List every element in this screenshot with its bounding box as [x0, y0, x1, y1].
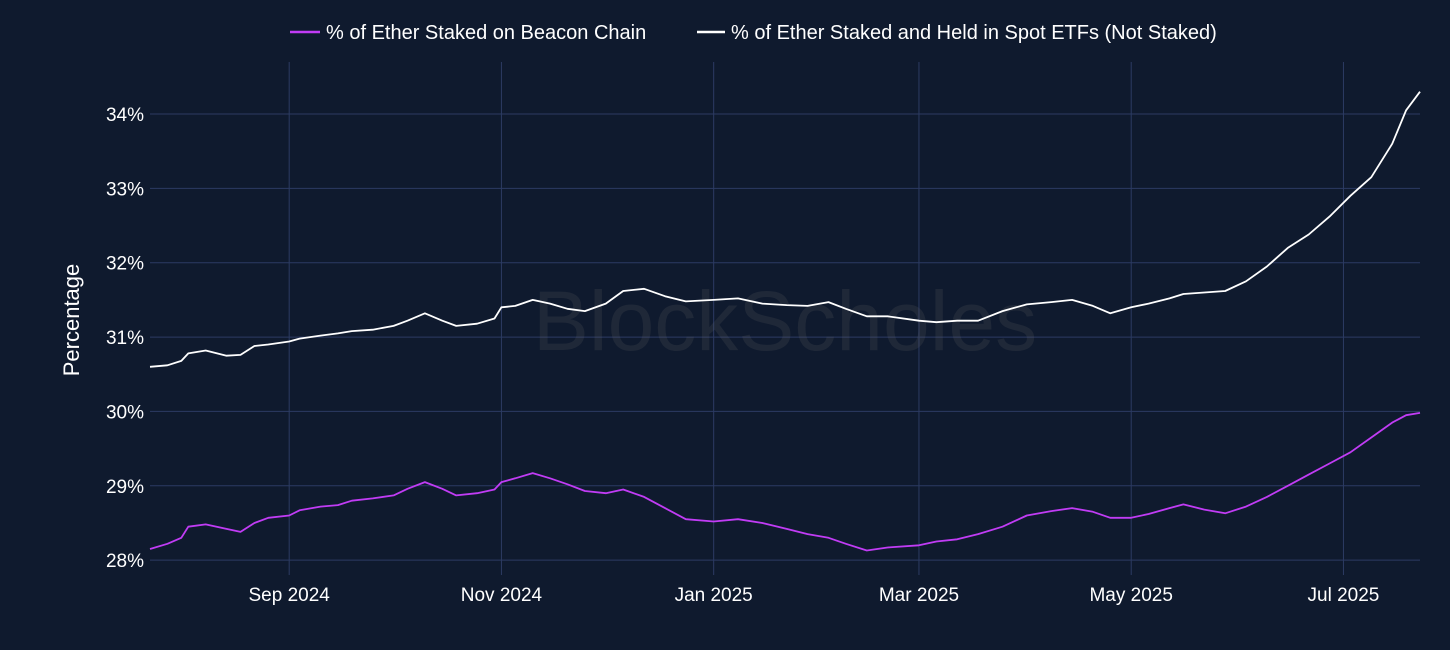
y-tick-label: 29% [106, 477, 144, 498]
chart-legend[interactable]: % of Ether Staked on Beacon Chain % of E… [290, 22, 1217, 44]
x-tick-label: May 2025 [1089, 585, 1172, 606]
y-tick-label: 34% [106, 105, 144, 126]
y-tick-label: 31% [106, 328, 144, 349]
y-axis: 28% 29% 30% 31% 32% 33% 34% [106, 105, 144, 572]
x-tick-label: Jul 2025 [1308, 585, 1380, 606]
y-tick-label: 28% [106, 551, 144, 572]
grid [150, 62, 1420, 575]
y-tick-label: 33% [106, 179, 144, 200]
y-tick-label: 32% [106, 254, 144, 275]
x-tick-label: Sep 2024 [248, 585, 330, 606]
legend-label-staked-and-etf[interactable]: % of Ether Staked and Held in Spot ETFs … [731, 22, 1217, 44]
legend-label-beacon-chain[interactable]: % of Ether Staked on Beacon Chain [326, 22, 646, 44]
y-tick-label: 30% [106, 402, 144, 423]
series-line-beacon-chain[interactable] [149, 412, 1421, 552]
x-tick-label: Jan 2025 [675, 585, 753, 606]
x-tick-label: Mar 2025 [879, 585, 959, 606]
x-axis: Sep 2024 Nov 2024 Jan 2025 Mar 2025 May 2025… [248, 585, 1379, 606]
series-line-staked-and-etf[interactable] [149, 91, 1421, 368]
series-layer [149, 91, 1421, 552]
y-axis-title: Percentage [59, 264, 84, 377]
x-tick-label: Nov 2024 [461, 585, 543, 606]
